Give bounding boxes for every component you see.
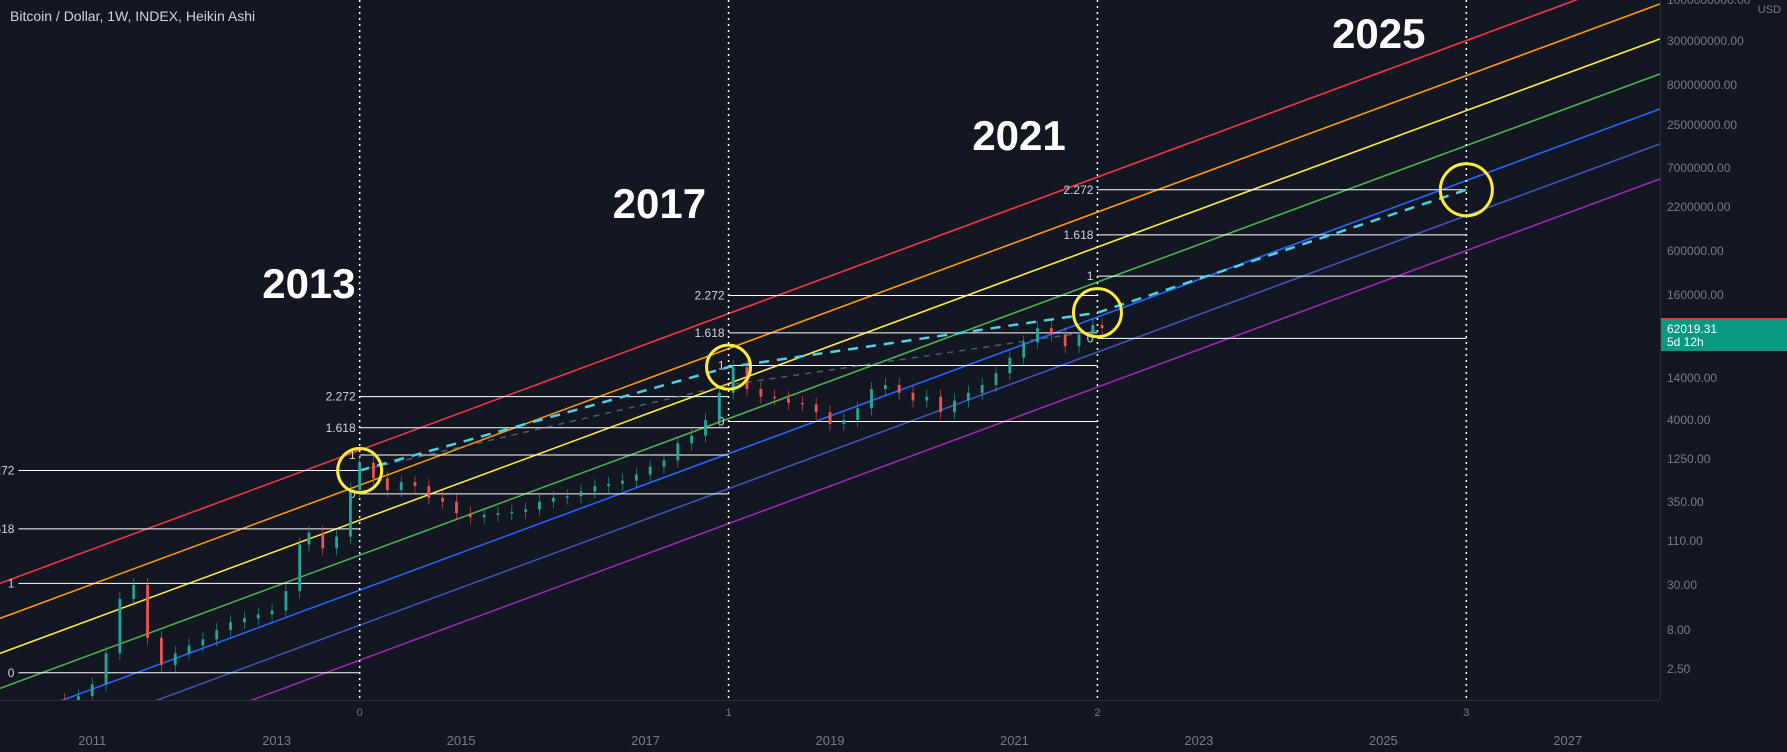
price-tick: 7000000.00 (1667, 161, 1730, 175)
svg-text:2.272: 2.272 (1063, 183, 1093, 197)
price-tick: 110.00 (1667, 534, 1703, 548)
cycle-year-label: 2025 (1332, 10, 1425, 58)
price-tick: 80000000.00 (1667, 78, 1737, 92)
price-tick: 600000.00 (1667, 244, 1724, 258)
price-tick: 160000.00 (1667, 288, 1724, 302)
price-tick: 4000.00 (1667, 413, 1710, 427)
price-unit: USD (1758, 4, 1781, 16)
cycle-year-label: 2017 (613, 180, 706, 228)
price-tick: 25000000.00 (1667, 118, 1737, 132)
price-tick: 2.50 (1667, 662, 1690, 676)
price-tick: 14000.00 (1667, 371, 1717, 385)
price-tick: 1250.00 (1667, 452, 1710, 466)
price-tick: 350.00 (1667, 495, 1704, 509)
cycle-year-label: 2021 (972, 112, 1065, 160)
chart-plot-area[interactable]: 011.6182.272011.6182.272011.6182.272011.… (0, 0, 1660, 700)
cycle-index-label: 2 (1094, 707, 1100, 719)
price-badge: 5d 12h (1661, 333, 1787, 351)
year-tick: 2019 (816, 733, 845, 748)
svg-text:0: 0 (8, 666, 15, 680)
cycle-index-label: 1 (725, 707, 731, 719)
svg-text:1.618: 1.618 (0, 522, 15, 536)
price-tick: 30.00 (1667, 578, 1697, 592)
svg-text:1: 1 (718, 359, 725, 373)
year-tick: 2015 (447, 733, 476, 748)
year-tick: 2027 (1553, 733, 1582, 748)
cycle-index-label: 3 (1463, 707, 1469, 719)
svg-text:1.618: 1.618 (695, 326, 725, 340)
cycle-index-label: 0 (357, 707, 363, 719)
year-tick: 2017 (631, 733, 660, 748)
year-tick: 2013 (262, 733, 291, 748)
year-tick: 2021 (1000, 733, 1029, 748)
svg-text:1: 1 (8, 576, 15, 590)
plot-svg: 011.6182.272011.6182.272011.6182.272011.… (0, 0, 1660, 700)
svg-text:1.618: 1.618 (326, 421, 356, 435)
price-tick: 1000000000.00 (1667, 0, 1750, 7)
svg-text:2.272: 2.272 (695, 289, 725, 303)
svg-text:2.272: 2.272 (0, 464, 15, 478)
year-tick: 2023 (1184, 733, 1213, 748)
price-tick: 2200000.00 (1667, 200, 1730, 214)
year-tick: 2011 (78, 733, 106, 748)
time-axis[interactable]: 2011 2013 2015 2017 2019 2021 2023 2025 2027 0 1 2 3 (0, 700, 1660, 752)
year-tick: 2025 (1369, 733, 1398, 748)
price-axis[interactable]: USD 1000000000.00 300000000.00 80000000.00… (1660, 0, 1787, 700)
svg-text:1.618: 1.618 (1063, 228, 1093, 242)
price-tick: 300000000.00 (1667, 34, 1744, 48)
cycle-year-label: 2013 (262, 260, 355, 308)
svg-text:1: 1 (1087, 269, 1094, 283)
price-tick: 8.00 (1667, 623, 1690, 637)
svg-text:2.272: 2.272 (326, 390, 356, 404)
chart-title: Bitcoin / Dollar, 1W, INDEX, Heikin Ashi (10, 8, 255, 24)
